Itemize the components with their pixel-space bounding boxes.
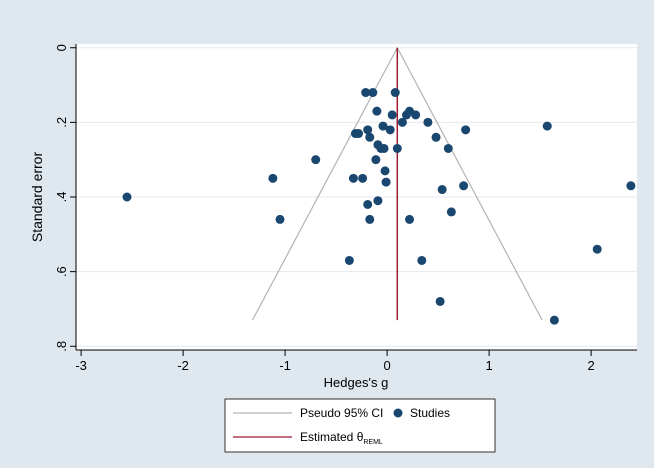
- study-point-0: [122, 192, 132, 202]
- study-point-8: [358, 173, 368, 183]
- study-point-28: [397, 117, 407, 127]
- legend-ci-label: Pseudo 95% CI: [300, 406, 383, 420]
- legend-estimate-text: Estimated θ: [300, 430, 364, 444]
- study-point-24: [385, 125, 395, 135]
- study-point-38: [443, 143, 453, 153]
- y-ticks: 0 .2 .4 .6 .8: [54, 44, 76, 352]
- study-point-10: [363, 125, 373, 135]
- y-tick-label-0: 0: [54, 44, 69, 51]
- study-point-39: [446, 207, 456, 217]
- study-point-42: [542, 121, 552, 131]
- x-tick-label-0: -3: [75, 358, 87, 373]
- study-point-33: [417, 255, 427, 265]
- study-point-13: [365, 214, 375, 224]
- study-point-21: [379, 143, 389, 153]
- study-point-18: [373, 196, 383, 206]
- study-point-11: [363, 199, 373, 209]
- study-point-40: [459, 181, 469, 191]
- study-points: [122, 88, 636, 325]
- legend-box: [224, 398, 496, 453]
- study-point-34: [423, 117, 433, 127]
- study-point-44: [592, 244, 602, 254]
- study-point-26: [390, 88, 400, 98]
- x-axis-label: Hedges's g: [324, 375, 389, 390]
- x-ticks: -3 -2 -1 0 1 2: [75, 350, 595, 373]
- legend-estimate-label: Estimated θREML: [300, 430, 383, 446]
- y-tick-label-3: .6: [54, 266, 69, 277]
- study-point-43: [549, 315, 559, 325]
- study-point-20: [378, 121, 388, 131]
- study-point-35: [431, 132, 441, 142]
- study-point-36: [435, 296, 445, 306]
- legend-studies-swatch: [393, 408, 403, 418]
- study-point-12: [365, 132, 375, 142]
- y-tick-label-2: .4: [54, 192, 69, 203]
- gridlines: [76, 47, 637, 347]
- study-point-23: [381, 177, 391, 187]
- x-tick-label-1: -2: [177, 358, 189, 373]
- study-point-22: [380, 166, 390, 176]
- x-tick-label-4: 1: [485, 358, 492, 373]
- y-axis-label: Standard error: [29, 152, 45, 243]
- y-tick-label-1: .2: [54, 117, 69, 128]
- x-tick-label-5: 2: [587, 358, 594, 373]
- study-point-1: [268, 173, 278, 183]
- study-point-14: [368, 88, 378, 98]
- x-tick-label-3: 0: [383, 358, 390, 373]
- study-point-2: [275, 214, 285, 224]
- x-tick-label-2: -1: [279, 358, 291, 373]
- study-point-7: [354, 129, 364, 139]
- study-point-37: [437, 185, 447, 195]
- legend-studies-label: Studies: [410, 406, 450, 420]
- study-point-3: [311, 155, 321, 165]
- study-point-32: [411, 110, 421, 120]
- y-tick-label-4: .8: [54, 341, 69, 352]
- study-point-16: [372, 106, 382, 116]
- study-point-31: [405, 214, 415, 224]
- study-point-45: [626, 181, 636, 191]
- study-point-15: [371, 155, 381, 165]
- study-point-4: [344, 255, 354, 265]
- study-point-5: [348, 173, 358, 183]
- study-point-27: [392, 143, 402, 153]
- legend: Pseudo 95% CI Studies Estimated θREML: [224, 398, 496, 453]
- study-point-41: [461, 125, 471, 135]
- legend-estimate-subscript: REML: [363, 439, 383, 446]
- ci-line-right: [396, 47, 543, 321]
- study-point-9: [361, 88, 371, 98]
- study-point-25: [387, 110, 397, 120]
